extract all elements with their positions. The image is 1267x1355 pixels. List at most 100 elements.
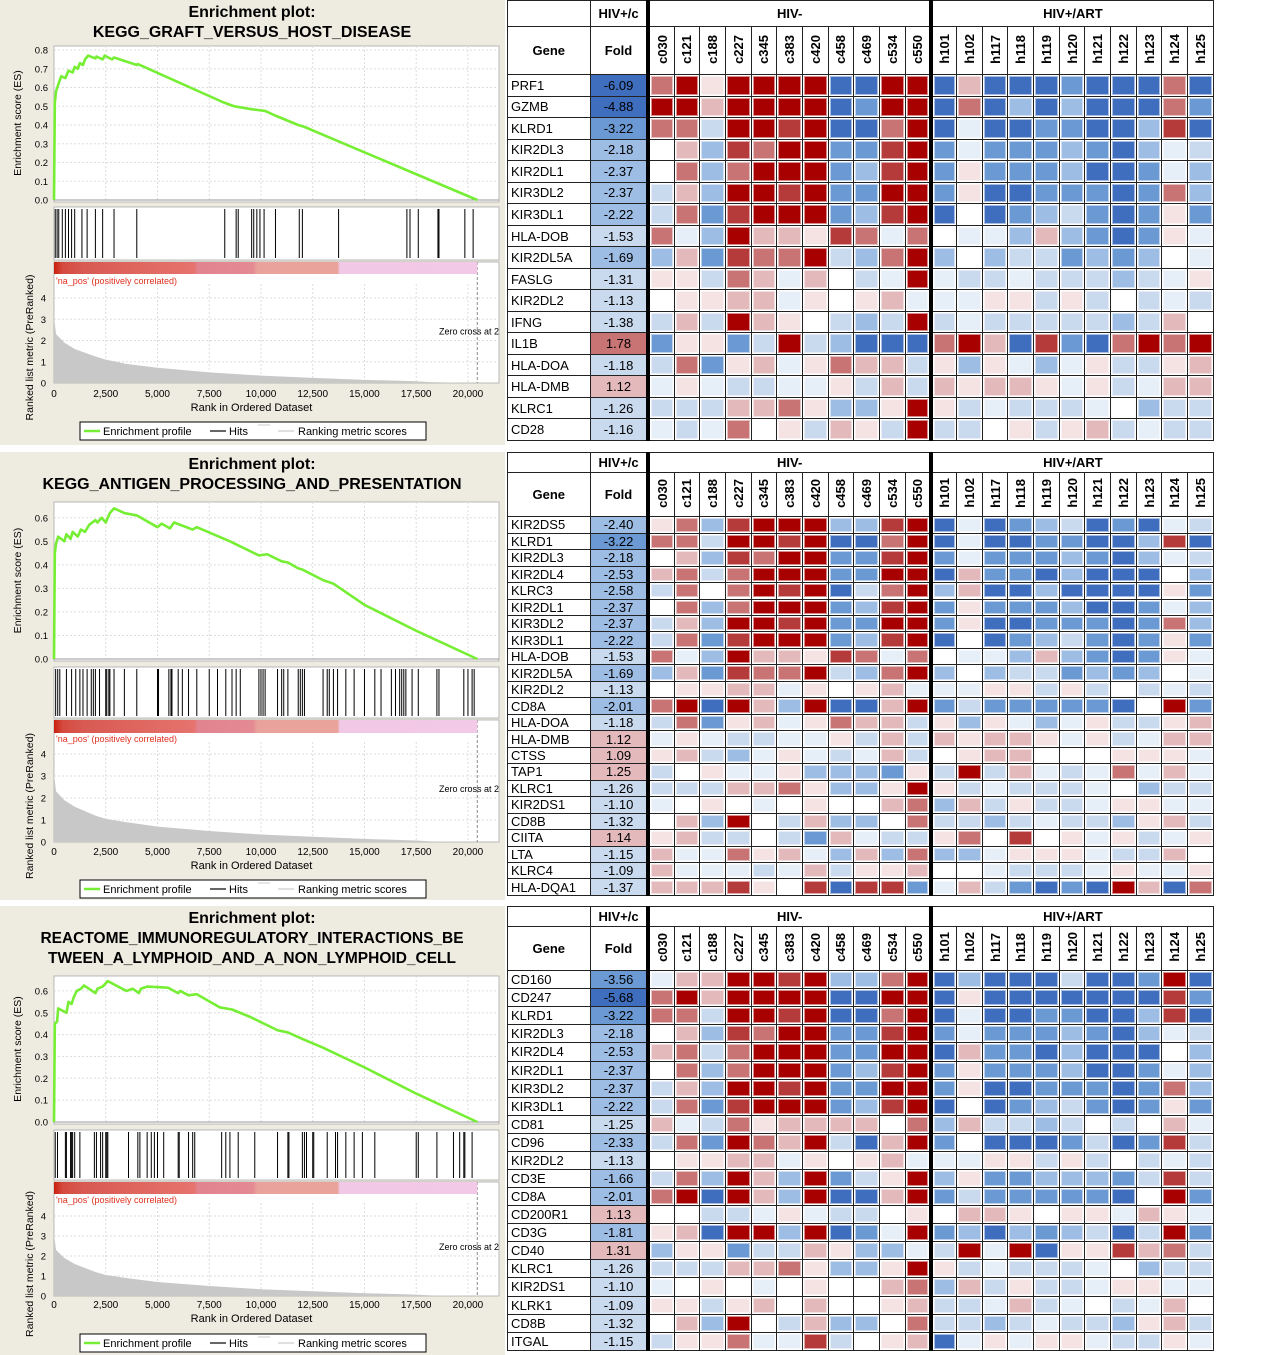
heatmap-cell-hiv-art: [1135, 1187, 1163, 1207]
heatmap-swatch: [958, 1243, 981, 1259]
heatmap-cell-hiv-neg: [904, 138, 932, 162]
heatmap-cell-hiv-art: [1084, 1205, 1112, 1225]
heatmap-swatch: [855, 334, 878, 353]
heatmap-cell-hiv-art: [1033, 1150, 1060, 1170]
fold-change: -1.13: [589, 1150, 651, 1170]
heatmap-swatch: [1035, 1261, 1058, 1277]
heatmap-cell-hiv-art: [1058, 1042, 1086, 1062]
heatmap-cell-hiv-art: [981, 332, 1009, 355]
heatmap-cell-hiv-neg: [827, 246, 855, 269]
heatmap-cell-hiv-art: [1007, 181, 1035, 205]
heatmap-cell-hiv-art: [956, 1042, 983, 1062]
heatmap-swatch: [983, 1008, 1007, 1024]
heatmap-cell-hiv-neg: [904, 1024, 932, 1044]
heatmap-cell-hiv-art: [956, 1241, 983, 1261]
gene-name: HLA-DOB: [507, 647, 591, 666]
heatmap-swatch: [1009, 355, 1033, 375]
heatmap-swatch: [1163, 600, 1187, 614]
heatmap-swatch: [1009, 1080, 1033, 1096]
heatmap-swatch: [1060, 972, 1084, 988]
heatmap-cell-hiv-neg: [646, 1060, 675, 1080]
heatmap-swatch: [933, 183, 956, 203]
heatmap-swatch: [829, 972, 853, 988]
heatmap-cell-hiv-neg: [853, 631, 880, 649]
heatmap-swatch: [958, 1098, 981, 1114]
heatmap-cell-hiv-art: [1007, 1132, 1035, 1152]
gene-row: LTA -1.15: [507, 845, 1214, 864]
heatmap-swatch: [1163, 1189, 1187, 1205]
heatmap-swatch: [726, 551, 750, 565]
heatmap-cell-hiv-neg: [724, 117, 752, 140]
heatmap-cell-hiv-art: [1161, 862, 1189, 880]
heatmap-cell-hiv-art: [1187, 796, 1214, 814]
heatmap-swatch: [906, 377, 928, 396]
heatmap-swatch: [675, 584, 699, 598]
sample-label: c550: [909, 932, 925, 962]
heatmap-cell-hiv-neg: [646, 1187, 675, 1207]
heatmap-cell-hiv-art: [928, 1331, 958, 1352]
heatmap-swatch: [651, 814, 673, 829]
heatmap-swatch: [1009, 1261, 1033, 1277]
heatmap-swatch: [881, 699, 904, 713]
header-group-hiv-neg: HIV-: [646, 905, 932, 928]
heatmap-swatch: [933, 847, 956, 861]
heatmap-swatch: [983, 1134, 1007, 1150]
gene-name: HLA-DOA: [507, 713, 591, 732]
heatmap-swatch: [778, 748, 801, 763]
heatmap-swatch: [881, 551, 904, 565]
heatmap-cell-hiv-art: [1007, 1114, 1035, 1134]
heatmap-cell-hiv-neg: [801, 117, 829, 140]
fold-change: 1.12: [589, 730, 651, 748]
heatmap-swatch: [829, 814, 853, 829]
heatmap-cell-hiv-art: [1187, 829, 1214, 847]
gene-row: CD81 -1.25: [507, 1114, 1214, 1134]
heatmap-cell-hiv-neg: [699, 1114, 726, 1134]
heatmap-cell-hiv-neg: [699, 565, 726, 584]
heatmap-cell-hiv-art: [1135, 1168, 1163, 1189]
heatmap-cell-hiv-neg: [724, 845, 752, 864]
heatmap-cell-hiv-art: [1033, 375, 1060, 398]
heatmap-swatch: [651, 1080, 673, 1096]
heatmap-cell-hiv-neg: [853, 779, 880, 798]
heatmap-swatch: [803, 1315, 827, 1331]
heatmap-swatch: [1086, 649, 1110, 664]
heatmap-cell-hiv-art: [1135, 565, 1163, 584]
heatmap-cell-hiv-neg: [776, 845, 803, 864]
heatmap-swatch: [1163, 312, 1187, 332]
fold-change: -1.10: [589, 1277, 651, 1297]
heatmap-swatch: [1163, 97, 1187, 117]
heatmap-cell-hiv-neg: [827, 730, 855, 748]
heatmap-cell-hiv-art: [1058, 549, 1086, 567]
heatmap-cell-hiv-neg: [699, 631, 726, 649]
heatmap-cell-hiv-neg: [699, 532, 726, 551]
heatmap-cell-hiv-neg: [750, 160, 778, 183]
heatmap-cell-hiv-art: [1084, 746, 1112, 765]
heatmap-swatch: [1189, 1297, 1212, 1313]
heatmap-cell-hiv-neg: [750, 829, 778, 847]
heatmap-cell-hiv-neg: [776, 396, 803, 420]
heatmap-swatch: [829, 398, 853, 418]
sample-header: c188: [699, 472, 726, 518]
heatmap-swatch: [906, 119, 928, 138]
heatmap-swatch: [829, 1333, 853, 1349]
heatmap-cell-hiv-art: [1135, 647, 1163, 666]
heatmap-cell-hiv-neg: [673, 598, 701, 616]
heatmap-swatch: [881, 1189, 904, 1205]
heatmap-swatch: [752, 584, 776, 598]
heatmap-cell-hiv-neg: [646, 74, 675, 97]
heatmap-cell-hiv-neg: [776, 598, 803, 616]
heatmap-swatch: [752, 1243, 776, 1259]
heatmap-cell-hiv-art: [1007, 631, 1035, 649]
x-tick-label: 0: [51, 1300, 57, 1311]
fold-change: -1.31: [589, 267, 651, 291]
heatmap-cell-hiv-neg: [646, 117, 675, 140]
heatmap-cell-hiv-art: [1161, 1168, 1189, 1189]
group-header-row: HIV+/c HIV- HIV+/ART: [507, 0, 1214, 28]
heatmap-cell-hiv-art: [1161, 1259, 1189, 1279]
heatmap-swatch: [1112, 1098, 1135, 1114]
heatmap-cell-hiv-neg: [699, 203, 726, 226]
heatmap-swatch: [983, 699, 1007, 713]
heatmap-cell-hiv-neg: [879, 1042, 906, 1062]
heatmap-cell-hiv-art: [1007, 746, 1035, 765]
heatmap-cell-hiv-neg: [750, 680, 778, 699]
